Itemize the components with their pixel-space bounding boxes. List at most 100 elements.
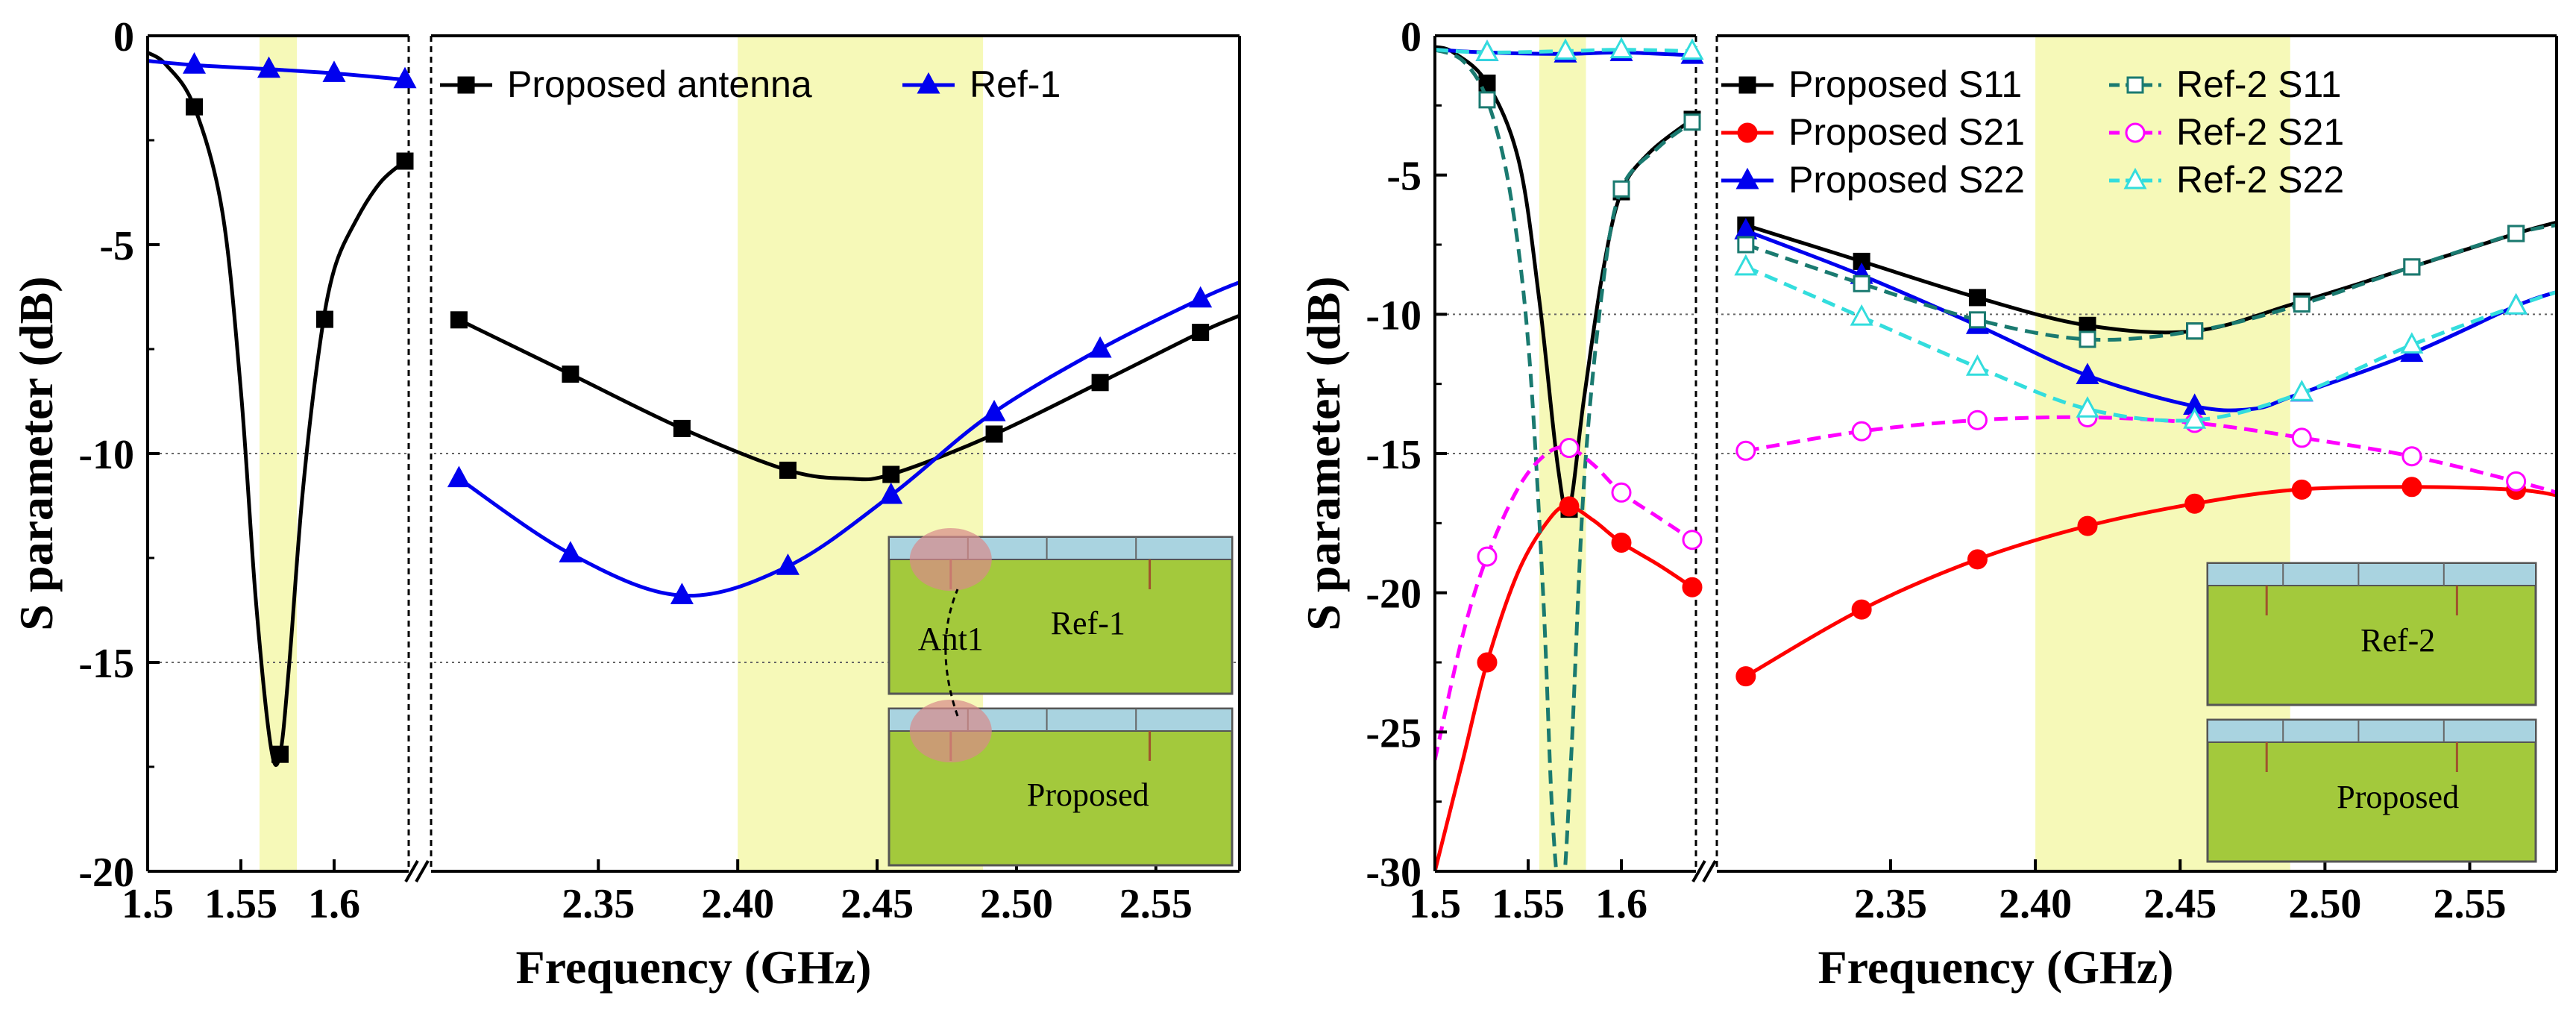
x-tick-label: 2.45	[2143, 881, 2217, 927]
marker-triangle	[1554, 38, 1577, 60]
marker-triangle	[1734, 254, 1758, 276]
marker-triangle	[1850, 304, 1873, 326]
marker-circle	[2401, 477, 2422, 498]
series-line-ref-2-s22	[1744, 265, 2557, 423]
legend-label: Proposed S21	[1788, 111, 2025, 153]
marker-square	[2126, 76, 2144, 94]
marker-square	[271, 745, 289, 763]
marker-triangle	[982, 399, 1006, 421]
series-line-ref-2-s21	[1435, 445, 1694, 761]
legend-label: Ref-2 S11	[2176, 63, 2341, 105]
marker-circle	[1477, 546, 1498, 567]
marker-square	[1478, 91, 1496, 109]
marker-circle	[1737, 122, 1758, 143]
y-tick-label: -20	[78, 850, 134, 896]
marker-square	[1968, 311, 1986, 329]
inset-coupling-arrow	[944, 589, 959, 717]
marker-square	[1968, 289, 1986, 307]
inset-board-strip	[2207, 719, 2536, 743]
y-tick-label: -10	[78, 432, 134, 478]
marker-square	[396, 152, 414, 170]
marker-circle	[2506, 471, 2527, 492]
marker-triangle	[1088, 336, 1112, 358]
y-axis-title: S parameter (dB)	[10, 276, 63, 630]
inset-board	[2206, 718, 2537, 863]
marker-circle	[2125, 122, 2146, 143]
marker-square	[1738, 76, 1756, 94]
marker-triangle	[2076, 396, 2099, 418]
marker-square	[1612, 180, 1630, 198]
marker-circle	[1559, 496, 1580, 517]
inset-label: Ref-1	[1051, 605, 1125, 642]
marker-square	[1091, 374, 1109, 392]
x-tick-label: 2.50	[980, 881, 1053, 927]
marker-circle	[2077, 515, 2098, 536]
series-line-proposed-antenna	[458, 313, 1240, 482]
marker-circle	[1477, 652, 1498, 673]
marker-triangle	[1965, 354, 1989, 376]
marker-square	[2079, 330, 2096, 348]
inset-label: Proposed	[2337, 779, 2459, 815]
marker-triangle	[182, 52, 207, 74]
axis-break-mark	[1702, 860, 1717, 882]
marker-circle	[1851, 599, 1872, 620]
marker-circle	[2184, 493, 2205, 514]
marker-circle	[1682, 577, 1703, 597]
marker-circle	[1611, 482, 1632, 503]
y-tick-label: 0	[113, 14, 134, 60]
x-tick-label: 2.40	[1999, 881, 2072, 927]
marker-circle	[2291, 479, 2312, 500]
x-tick-label: 2.35	[562, 881, 635, 927]
legend-label: Proposed antenna	[507, 63, 812, 105]
marker-triangle	[670, 583, 694, 604]
marker-square	[1683, 113, 1701, 131]
marker-triangle	[393, 66, 417, 89]
marker-circle	[1735, 440, 1756, 461]
x-tick-label: 1.5	[122, 881, 174, 927]
marker-triangle	[559, 541, 582, 562]
inset-board	[2206, 562, 2537, 706]
y-tick-label: -15	[1366, 432, 1421, 478]
x-tick-label: 2.50	[2288, 881, 2361, 927]
marker-triangle	[2183, 407, 2207, 429]
y-tick-label: -10	[1366, 292, 1421, 339]
x-tick-label: 2.35	[1854, 881, 1927, 927]
marker-circle	[1735, 666, 1756, 687]
marker-triangle	[257, 56, 281, 78]
y-tick-label: -5	[99, 223, 134, 269]
marker-square	[2507, 225, 2525, 242]
legend-label: Proposed S22	[1788, 159, 2025, 201]
marker-square	[2079, 316, 2096, 334]
axis-break-gap	[1696, 36, 1717, 871]
marker-triangle	[879, 482, 903, 504]
series-line-ref-2-s11	[1435, 48, 1694, 871]
marker-circle	[1559, 438, 1580, 459]
x-tick-label: 2.55	[2434, 881, 2507, 927]
left-chart-panel: 0 -5 -10 -15 -201.5 1.55 1.6 2.35 2.40 2.45 2.50 2.…	[10, 14, 1241, 994]
inset-arrow-label: Ant1	[918, 621, 984, 657]
marker-square	[673, 419, 691, 437]
marker-triangle	[2123, 167, 2147, 189]
marker-triangle	[1475, 40, 1499, 61]
legend-label: Ref-2 S21	[2176, 111, 2344, 153]
marker-square	[562, 366, 579, 383]
axis-break-mark	[1691, 860, 1706, 882]
x-axis-title: Frequency (GHz)	[516, 941, 872, 994]
marker-circle	[2401, 446, 2422, 467]
y-tick-label: 0	[1401, 14, 1421, 60]
inset-antenna-highlight	[909, 700, 992, 762]
marker-square	[186, 98, 203, 116]
right-chart-panel: 0 -5 -10 -15 -20 -25 -301.5 1.55 1.6 2.35 2.40 2.45…	[1297, 14, 2558, 994]
legend-label: Ref-1	[970, 63, 1061, 105]
marker-square	[316, 310, 333, 328]
y-tick-label: -5	[1386, 154, 1421, 200]
y-tick-label: -25	[1366, 710, 1421, 756]
y-tick-label: -20	[1366, 571, 1421, 618]
x-tick-label: 2.40	[701, 881, 774, 927]
inset-board-strip	[2207, 562, 2536, 586]
y-axis-title: S parameter (dB)	[1297, 276, 1350, 630]
marker-square	[779, 461, 797, 479]
marker-circle	[1967, 410, 1988, 430]
marker-triangle	[1609, 37, 1633, 59]
